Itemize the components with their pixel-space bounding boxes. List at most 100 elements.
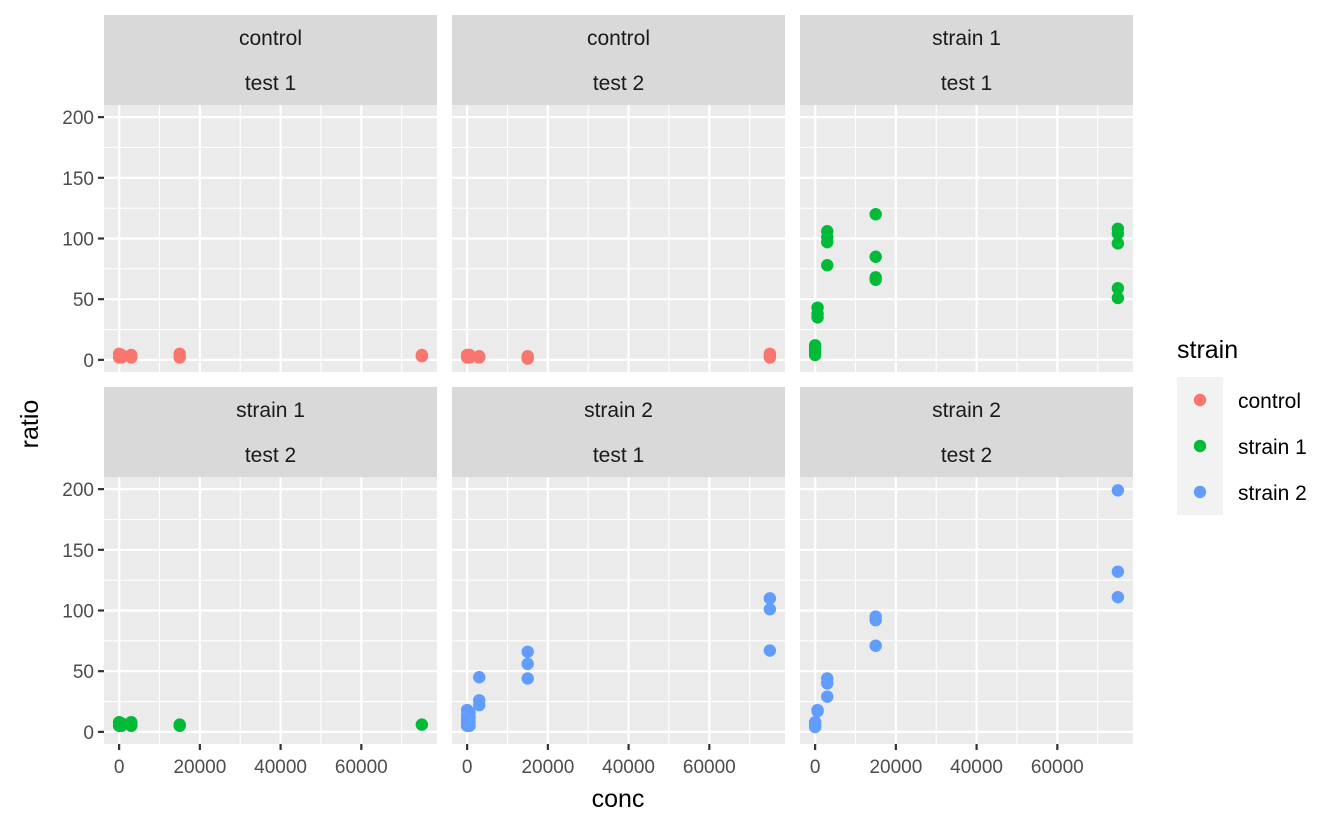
data-point: [811, 703, 824, 717]
facet-panel: strain 1 test 1: [800, 15, 1133, 372]
data-point: [115, 348, 128, 362]
x-tick-label: 40000: [950, 757, 1003, 778]
data-point: [763, 644, 777, 657]
y-tick-label: 100: [62, 230, 94, 251]
legend-key-swatch: [1193, 485, 1207, 499]
facet-strip-label-bottom: test 2: [245, 444, 296, 467]
data-point: [821, 225, 834, 238]
data-point: [463, 348, 476, 362]
x-tick-label: 20000: [173, 757, 226, 778]
data-point: [463, 706, 476, 719]
data-point: [869, 610, 882, 623]
facet-strip: [452, 387, 785, 477]
facet-strip-label-bottom: test 1: [245, 72, 296, 95]
data-point: [115, 717, 128, 730]
data-point: [763, 603, 777, 616]
facet-panel: strain 1 test 2: [104, 387, 437, 744]
data-point: [821, 259, 834, 272]
data-point: [869, 250, 882, 263]
data-point: [1111, 291, 1125, 305]
data-point: [821, 672, 834, 685]
y-tick-label: 200: [62, 108, 94, 129]
y-tick-label: 50: [73, 290, 94, 311]
data-point: [473, 694, 486, 707]
data-point: [173, 718, 186, 731]
x-tick-label: 40000: [254, 757, 307, 778]
facet-strip: [800, 15, 1133, 105]
x-tick-label: 0: [114, 757, 125, 778]
data-point: [1111, 222, 1125, 235]
legend-key-swatch: [1193, 393, 1207, 407]
x-tick-label: 20000: [869, 757, 922, 778]
y-tick-label: 100: [62, 602, 94, 623]
y-axis-title: ratio: [16, 400, 44, 449]
facet-panel: strain 2 test 2: [800, 387, 1133, 744]
data-point: [415, 718, 429, 731]
y-tick-label: 200: [62, 480, 94, 501]
data-point: [763, 592, 777, 605]
data-point: [521, 657, 534, 671]
data-point: [415, 348, 429, 362]
facet-strip: [800, 387, 1133, 477]
facet-panel: control test 1: [104, 15, 437, 372]
data-point: [808, 339, 822, 352]
data-point: [521, 672, 534, 685]
data-point: [821, 690, 834, 703]
x-tick-label: 60000: [1031, 757, 1084, 778]
data-point: [1111, 484, 1125, 497]
x-tick-label: 20000: [521, 757, 574, 778]
facet-strip-label-top: strain 2: [584, 399, 653, 422]
y-tick-label: 0: [83, 351, 94, 372]
facet-panels: control test 1 control test 2 strain 1 test 1…: [104, 15, 1133, 744]
data-point: [473, 350, 486, 363]
data-point: [1111, 282, 1125, 295]
facet-panel: control test 2: [452, 15, 785, 372]
legend-entry-label: strain 2: [1238, 482, 1307, 505]
x-tick-label: 0: [462, 757, 473, 778]
data-point: [1111, 565, 1125, 578]
data-point: [763, 347, 777, 360]
data-point: [808, 715, 822, 729]
x-tick-label: 0: [810, 757, 821, 778]
data-point: [869, 208, 882, 221]
data-point: [1111, 590, 1125, 604]
data-point: [811, 301, 824, 314]
facet-strip-label-bottom: test 1: [941, 72, 992, 95]
data-point: [521, 350, 534, 363]
data-point: [473, 671, 486, 684]
x-tick-label: 60000: [683, 757, 736, 778]
data-point: [521, 645, 534, 658]
data-point: [869, 639, 882, 652]
y-tick-label: 50: [73, 662, 94, 683]
data-point: [869, 271, 882, 284]
facet-strip-label-top: strain 1: [932, 27, 1001, 50]
facet-strip-label-top: control: [587, 27, 650, 50]
facet-strip-label-top: control: [239, 27, 302, 50]
facet-strip-label-bottom: test 1: [593, 444, 644, 467]
y-axes: 0 50 100 150 200 0 50 100 150 200: [62, 108, 104, 744]
y-tick-label: 0: [83, 723, 94, 744]
facet-strip-label-top: strain 1: [236, 399, 305, 422]
legend-key-swatch: [1193, 439, 1207, 453]
legend-entry-label: strain 1: [1238, 436, 1307, 459]
facet-strip-label-bottom: test 2: [941, 444, 992, 467]
data-point: [125, 715, 138, 729]
facet-strip: [452, 15, 785, 105]
data-point: [125, 348, 138, 362]
facet-strip: [104, 387, 437, 477]
x-tick-label: 60000: [335, 757, 388, 778]
data-point: [1111, 237, 1125, 250]
x-axis-title: conc: [592, 785, 645, 813]
legend-entry-label: control: [1238, 390, 1301, 413]
legend: strain control strain 1 strain 2: [1177, 336, 1307, 515]
facet-panel: strain 2 test 1: [452, 387, 785, 744]
facet-strip-label-bottom: test 2: [593, 72, 644, 95]
facet-strip: [104, 15, 437, 105]
data-point: [173, 347, 186, 360]
y-tick-label: 150: [62, 541, 94, 562]
legend-title: strain: [1177, 336, 1238, 364]
x-axes: 0 20000 40000 60000 0 20000 40000 60000 0 20000 40…: [114, 744, 1084, 778]
x-tick-label: 40000: [602, 757, 655, 778]
facet-strip-label-top: strain 2: [932, 399, 1001, 422]
